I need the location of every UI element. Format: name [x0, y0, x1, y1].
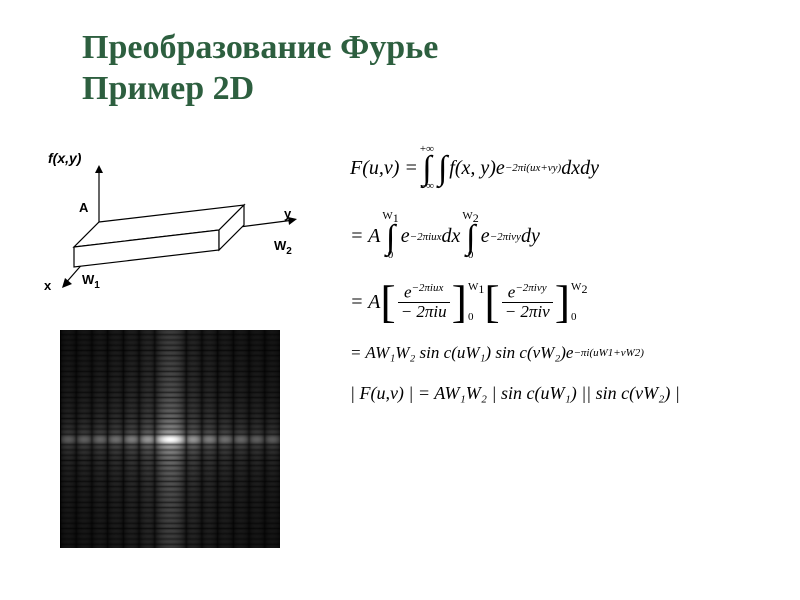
integral-2: ∫: [438, 145, 447, 192]
title-line-2: Пример 2D: [82, 69, 438, 110]
equation-3: = A [ e−2πiux − 2πiu ] W1 0 [ e−2πivy − …: [350, 281, 800, 323]
label-W1: W1: [82, 272, 100, 291]
equation-2: = A W1 ∫ 0 e−2πiuxdx W2 ∫ 0 e−2πivydy: [350, 212, 800, 261]
integral-dy: W2 ∫ 0: [462, 212, 478, 261]
slide-title: Преобразование Фурье Пример 2D: [82, 28, 438, 110]
integral-1: +∞ ∫ −∞: [420, 145, 434, 192]
title-line-1: Преобразование Фурье: [82, 28, 438, 69]
equations-block: F(u,v) = +∞ ∫ −∞ ∫ f(x, y)e−2πi(ux+vy)dx…: [350, 145, 800, 424]
fourier-spectrum-image: [60, 330, 280, 548]
label-W2: W2: [274, 238, 292, 257]
label-x: x: [44, 278, 52, 293]
equation-1: F(u,v) = +∞ ∫ −∞ ∫ f(x, y)e−2πi(ux+vy)dx…: [350, 145, 800, 192]
bracket-2: [ e−2πivy − 2πiv ] W2 0: [484, 281, 587, 323]
box-3d-diagram: A y x W1 W2: [44, 160, 324, 310]
equation-5: | F(u,v) | = AW₁W₂ | sin c(uW₁) || sin c…: [350, 383, 800, 404]
integral-dx: W1 ∫ 0: [382, 212, 398, 261]
label-y: y: [284, 206, 292, 221]
bracket-1: [ e−2πiux − 2πiu ] W1 0: [380, 281, 484, 323]
label-A: A: [79, 200, 89, 215]
equation-4: = AW₁W₂ sin c(uW₁) sin c(vW₂)e−πi(uW1+vW…: [350, 343, 800, 363]
eq1-lhs: F(u,v) =: [350, 157, 418, 180]
